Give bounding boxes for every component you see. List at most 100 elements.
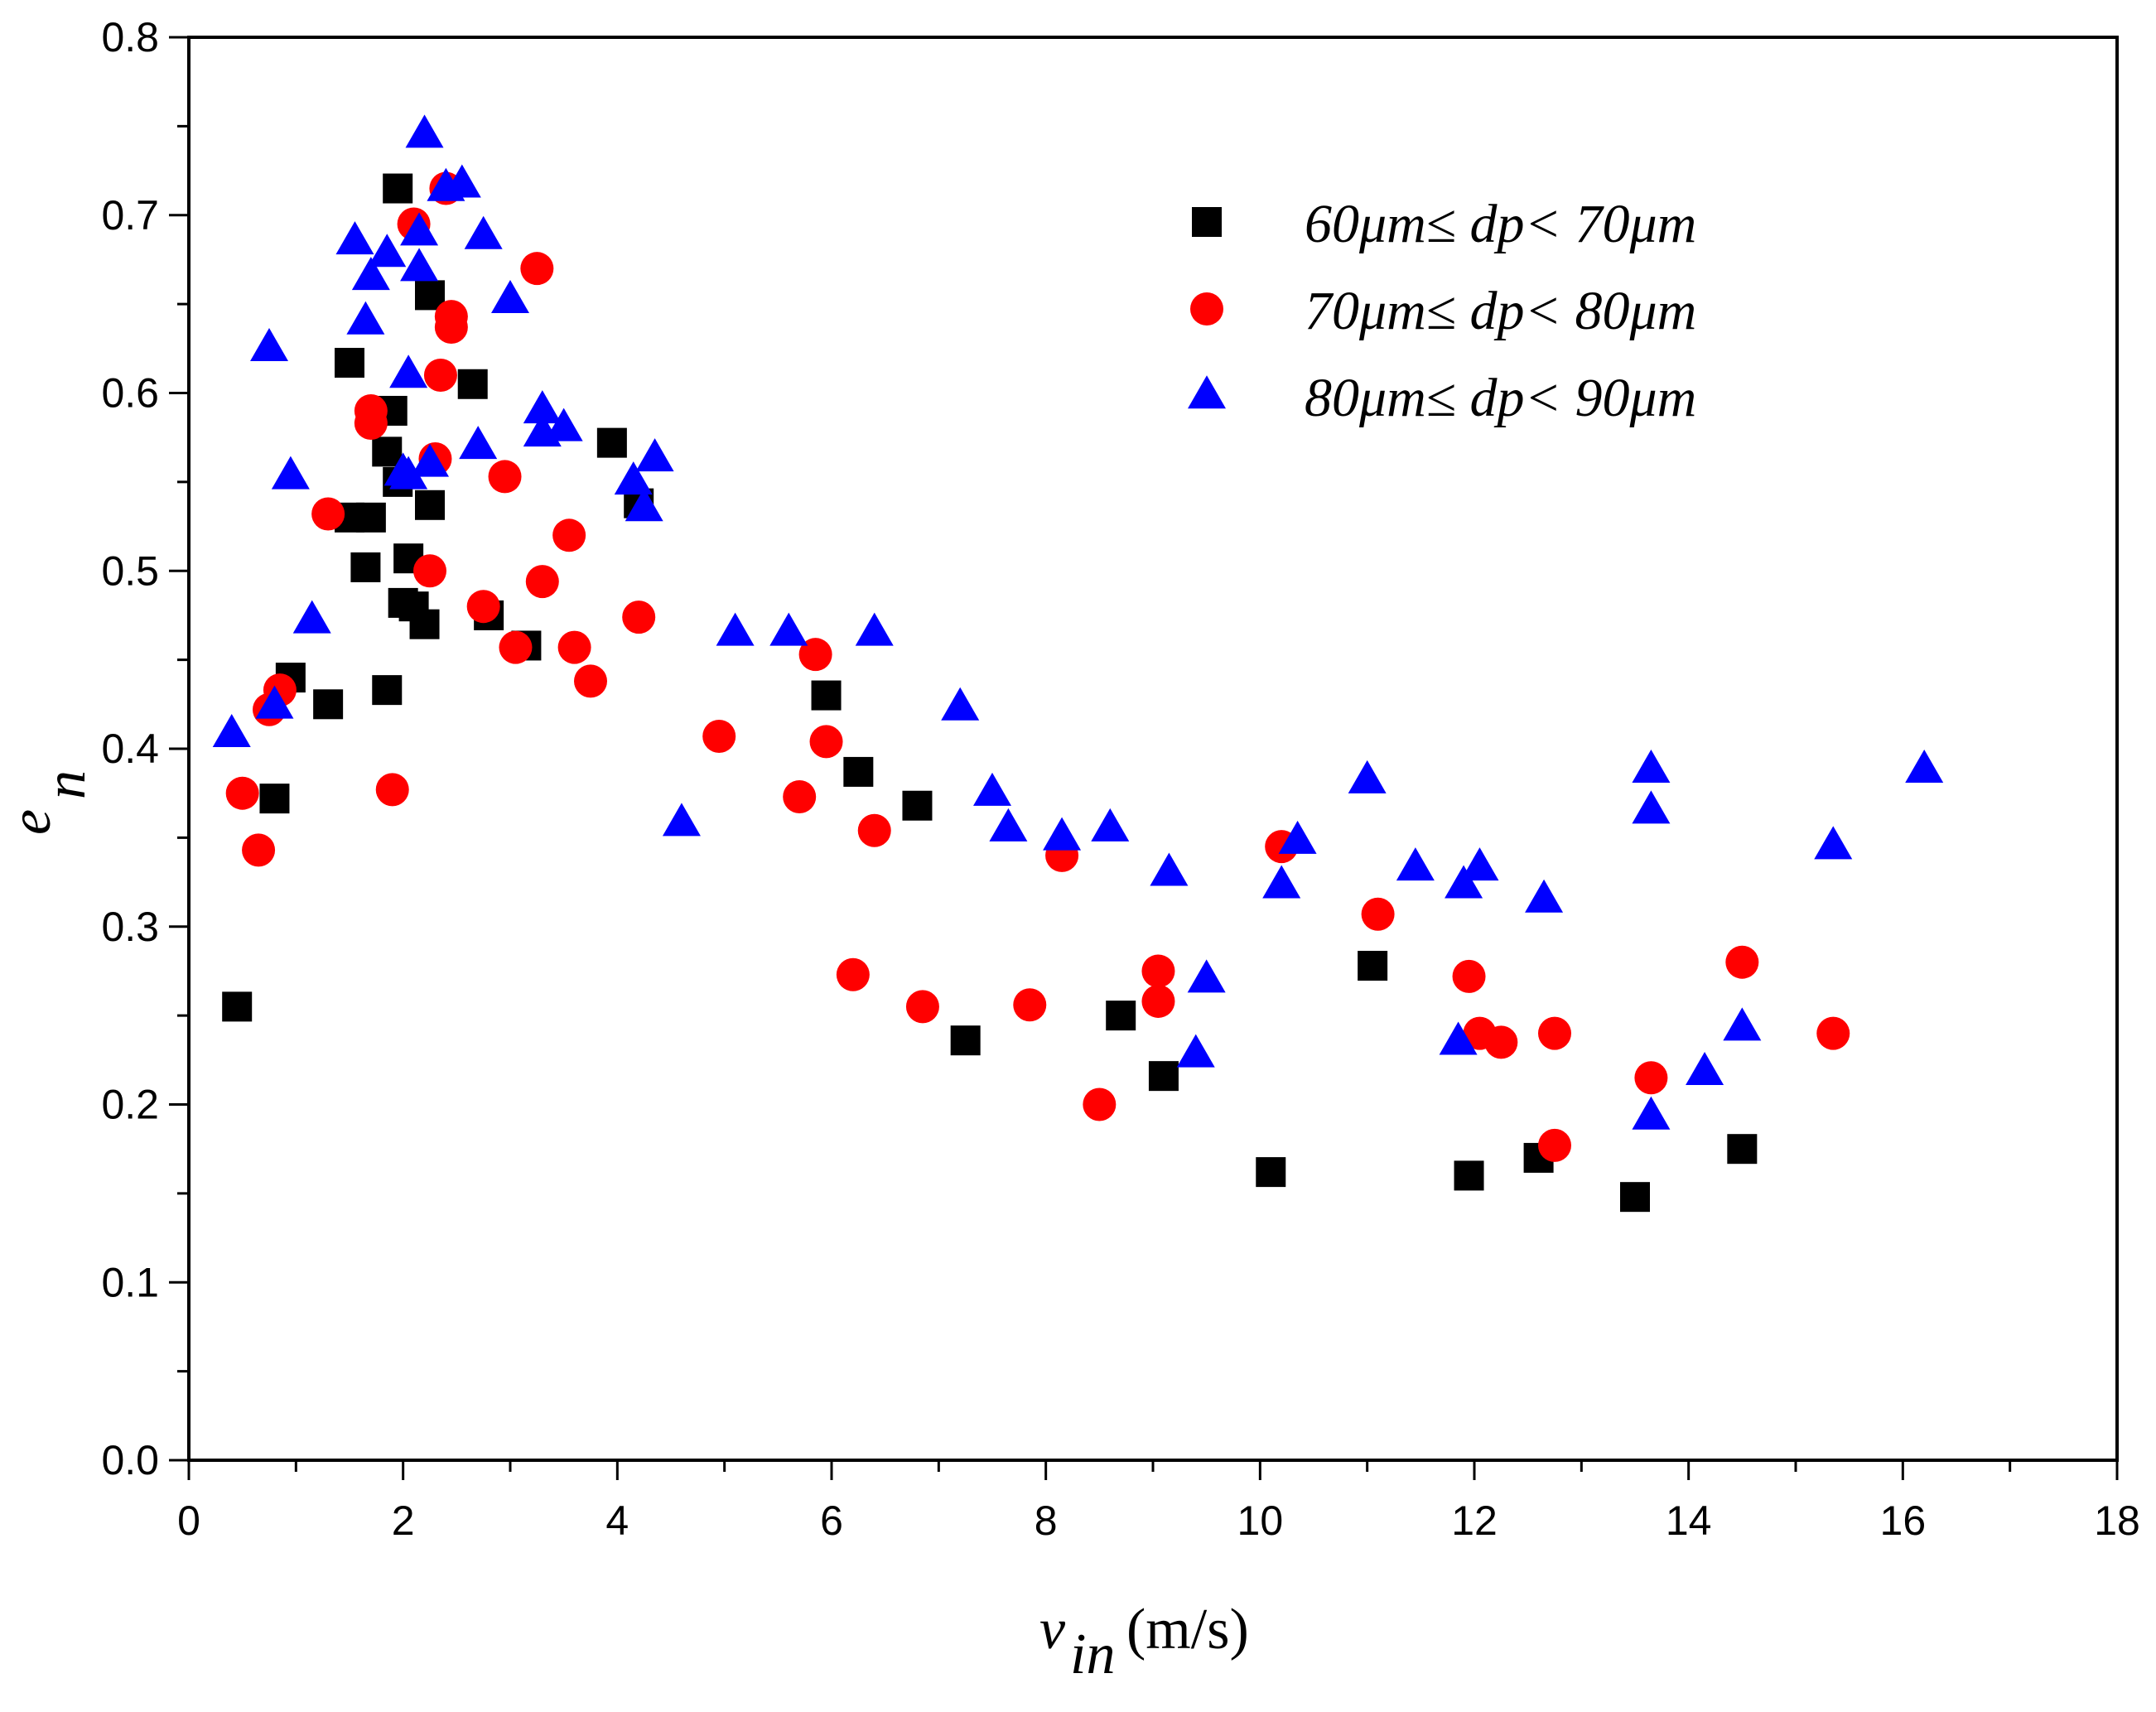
square-point <box>1620 1182 1650 1213</box>
square-point <box>596 427 627 458</box>
y-tick-label: 0.6 <box>101 370 159 417</box>
triangle-point <box>459 426 498 460</box>
square-point <box>259 784 290 814</box>
circle-point <box>574 664 607 698</box>
circle-point <box>622 600 656 634</box>
triangle-point <box>271 456 310 489</box>
x-tick-label: 12 <box>1451 1497 1498 1544</box>
y-tick-label: 0.7 <box>101 192 159 239</box>
circle-point <box>413 554 446 588</box>
square-point <box>350 552 381 582</box>
x-tick-label: 4 <box>605 1497 629 1544</box>
x-tick-label: 8 <box>1035 1497 1058 1544</box>
circle-point <box>1361 897 1395 931</box>
square-point <box>383 173 413 204</box>
legend: 60μm≤ dp< 70μm 70μm≤ dp< 80μm 80μm≤ dp< 90… <box>1188 194 1696 428</box>
triangle-point <box>400 212 439 246</box>
series-triangle <box>212 114 1944 1130</box>
square-point <box>950 1025 981 1056</box>
circle-point <box>798 638 832 672</box>
y-tick-label: 0.1 <box>101 1259 159 1305</box>
legend-label: 60μm≤ dp< 70μm <box>1305 194 1696 254</box>
x-tick-label: 14 <box>1666 1497 1712 1544</box>
square-point <box>355 502 386 533</box>
circle-point <box>225 776 259 810</box>
circle-point <box>552 518 586 552</box>
triangle-point <box>389 456 428 489</box>
circle-point <box>375 773 409 807</box>
circle-point <box>466 590 500 624</box>
triangle-point <box>769 612 808 646</box>
circle-point <box>525 565 559 599</box>
square-point <box>1148 1061 1179 1092</box>
circle-point <box>1484 1025 1518 1059</box>
triangle-point <box>351 257 390 291</box>
triangle-point <box>368 234 407 268</box>
y-tick-label: 0.0 <box>101 1437 159 1483</box>
square-point <box>415 489 445 520</box>
triangle-point <box>716 612 755 646</box>
plot-frame <box>187 36 2119 1462</box>
x-axis-title-sub: in <box>1070 1623 1115 1686</box>
y-tick-label: 0.4 <box>101 726 159 772</box>
square-point <box>372 436 403 467</box>
triangle-point <box>1043 817 1082 851</box>
triangle-point <box>335 221 374 255</box>
axis-ticks <box>169 36 2119 1480</box>
square-point <box>843 756 874 787</box>
square-point <box>1106 1001 1136 1031</box>
circle-point <box>1141 954 1175 988</box>
square-point <box>902 790 933 821</box>
circle-point <box>557 630 591 664</box>
y-tick-label: 0.3 <box>101 904 159 950</box>
y-tick-label: 0.5 <box>101 547 159 594</box>
x-tick-label: 6 <box>820 1497 843 1544</box>
circle-point <box>242 833 276 867</box>
triangle-point <box>614 461 653 495</box>
triangle-point <box>1150 852 1189 886</box>
x-tick-label: 18 <box>2094 1497 2140 1544</box>
triangle-point <box>405 114 444 148</box>
square-point <box>1727 1134 1758 1165</box>
circle-point <box>354 407 388 441</box>
triangle-point <box>1460 847 1499 881</box>
circle-point <box>423 359 457 393</box>
legend-item: 60μm≤ dp< 70μm <box>1192 194 1696 254</box>
x-tick-label: 0 <box>177 1497 200 1544</box>
circle-point <box>857 813 891 847</box>
triangle-point <box>442 164 481 198</box>
square-point <box>1454 1160 1484 1191</box>
legend-circle-marker <box>1190 292 1223 326</box>
x-tick-label: 10 <box>1237 1497 1284 1544</box>
circle-point <box>1538 1016 1571 1050</box>
triangle-point <box>989 808 1028 842</box>
triangle-point <box>250 328 288 362</box>
y-axis-title-main: e <box>0 809 63 835</box>
circle-point <box>520 252 554 286</box>
circle-point <box>1141 984 1175 1018</box>
circle-point <box>783 779 817 813</box>
circle-point <box>836 957 870 991</box>
legend-square-marker <box>1192 207 1222 237</box>
triangle-point <box>1525 879 1564 913</box>
triangle-point <box>1176 1034 1215 1068</box>
triangle-point <box>1632 790 1671 824</box>
triangle-point <box>411 443 449 477</box>
triangle-point <box>973 772 1011 806</box>
triangle-point <box>1439 1021 1478 1055</box>
legend-label: 70μm≤ dp< 80μm <box>1305 281 1696 341</box>
triangle-point <box>491 280 529 314</box>
triangle-point <box>635 438 674 472</box>
triangle-point <box>1723 1007 1762 1041</box>
legend-item: 70μm≤ dp< 80μm <box>1190 281 1696 341</box>
y-tick-label: 0.2 <box>101 1082 159 1128</box>
triangle-point <box>1632 1096 1671 1130</box>
circle-point <box>499 630 533 664</box>
square-point <box>372 675 403 706</box>
triangle-point <box>855 612 894 646</box>
triangle-point <box>1091 808 1130 842</box>
square-point <box>313 689 344 720</box>
square-point <box>457 369 488 399</box>
triangle-point <box>1686 1052 1724 1086</box>
triangle-point <box>255 685 294 719</box>
